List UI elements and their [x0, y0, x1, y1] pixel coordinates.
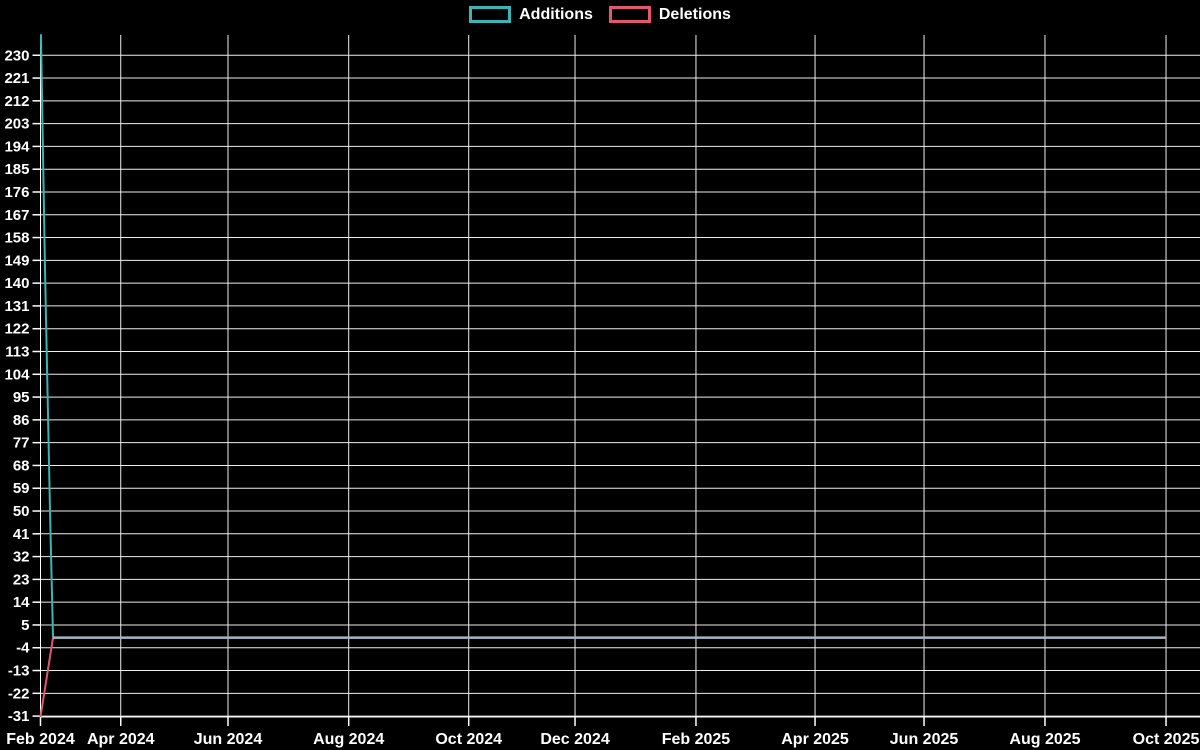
- y-tick-label: 122: [4, 321, 29, 338]
- x-tick-label: Feb 2024: [6, 731, 75, 748]
- y-tick-label: 95: [13, 389, 30, 406]
- y-tick-label: -31: [8, 708, 30, 725]
- x-axis-labels: Feb 2024 Apr 2024 Jun 2024 Aug 2024 Oct 2024…: [6, 731, 1199, 748]
- x-tick-label: Oct 2025: [1133, 731, 1200, 748]
- axes: [40, 35, 1200, 718]
- y-tick-label: 23: [13, 571, 30, 588]
- legend-item-additions[interactable]: Additions: [469, 6, 593, 23]
- data-series: [39, 34, 1168, 718]
- x-tick-label: Aug 2025: [1009, 731, 1080, 748]
- x-tick-label: Jun 2024: [194, 731, 263, 748]
- y-tick-label: 5: [21, 617, 29, 634]
- legend-item-deletions[interactable]: Deletions: [608, 5, 731, 23]
- y-tick-label: 77: [13, 435, 30, 452]
- x-tick-label: Apr 2024: [87, 731, 155, 748]
- x-tick-label: Feb 2025: [662, 731, 731, 748]
- y-axis-labels: 230 221 212 203 194 185 176 167 158 149 140 131 122 1…: [4, 47, 30, 725]
- tick-marks: [32, 54, 1167, 726]
- chart-legend: Additions Deletions: [0, 6, 1200, 23]
- deletions-line: [39, 636, 1168, 718]
- y-tick-label: 86: [13, 412, 30, 429]
- y-tick-label: -22: [8, 685, 30, 702]
- y-tick-label: 149: [4, 252, 29, 269]
- x-gridlines: [40, 35, 1167, 717]
- y-tick-label: 167: [4, 207, 29, 224]
- y-tick-label: 140: [4, 275, 29, 292]
- legend-label-additions: Additions: [519, 5, 593, 23]
- y-tick-label: 59: [13, 480, 30, 497]
- x-tick-label: Aug 2024: [313, 731, 384, 748]
- x-tick-label: Dec 2024: [540, 731, 609, 748]
- x-tick-label: Oct 2024: [435, 731, 502, 748]
- y-tick-label: 212: [4, 93, 29, 110]
- y-tick-label: -4: [16, 640, 30, 657]
- y-tick-label: 14: [13, 594, 30, 611]
- y-tick-label: -13: [8, 663, 30, 680]
- additions-line: [39, 34, 1168, 639]
- y-tick-label: 221: [4, 70, 29, 87]
- y-tick-label: 203: [4, 116, 29, 133]
- y-tick-label: 104: [4, 366, 30, 383]
- y-tick-label: 50: [13, 503, 30, 520]
- x-tick-label: Jun 2025: [890, 731, 959, 748]
- x-tick-label: Apr 2025: [781, 731, 849, 748]
- deletions-swatch-icon: [608, 6, 651, 23]
- legend-label-deletions: Deletions: [658, 5, 731, 23]
- y-tick-label: 194: [4, 138, 30, 155]
- y-tick-label: 158: [4, 230, 29, 247]
- y-tick-label: 68: [13, 457, 30, 474]
- y-gridlines: [40, 54, 1200, 717]
- y-tick-label: 41: [13, 526, 30, 543]
- y-tick-label: 32: [13, 549, 30, 566]
- y-tick-label: 113: [5, 344, 29, 361]
- y-tick-label: 176: [4, 184, 29, 201]
- y-tick-label: 230: [4, 47, 29, 64]
- additions-swatch-icon: [469, 6, 512, 23]
- y-tick-label: 131: [4, 298, 29, 315]
- y-tick-label: 185: [4, 161, 29, 178]
